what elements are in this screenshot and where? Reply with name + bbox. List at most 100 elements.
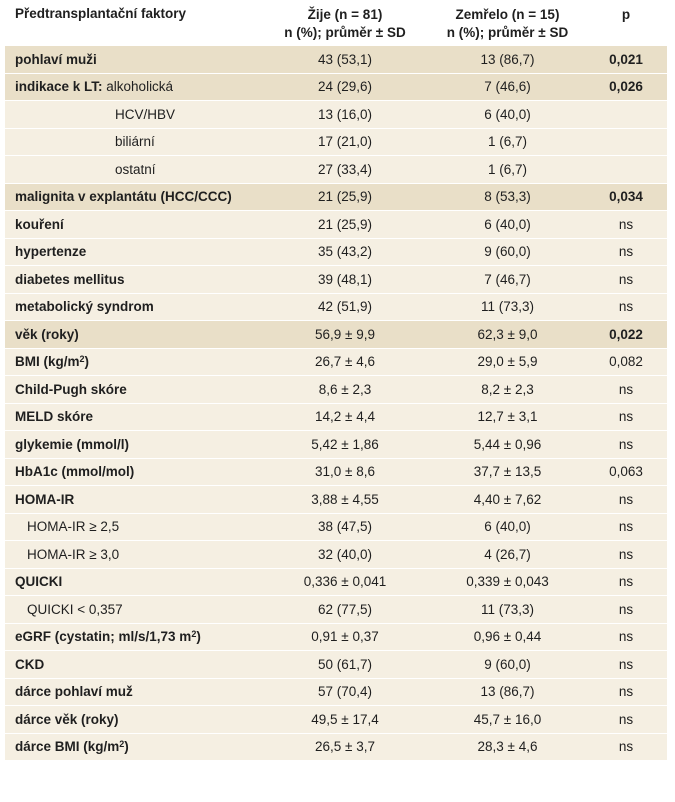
table-row: Child-Pugh skóre 8,6 ± 2,3 8,2 ± 2,3 ns	[5, 375, 667, 403]
p-value: ns	[618, 216, 634, 232]
row-label: QUICKI < 0,357	[27, 601, 123, 617]
p-value: 0,026	[609, 79, 643, 95]
row-label: BMI (kg/m2)	[5, 354, 260, 369]
header-alive-line2: n (%); průměr ± SD	[284, 25, 406, 40]
row-label-text: dárce BMI (kg/m	[15, 739, 120, 755]
data-table: Předtransplantační faktory Žije (n = 81)…	[5, 2, 667, 760]
p-value: ns	[618, 271, 634, 287]
dead-value: 6 (40,0)	[484, 216, 531, 232]
p-value: ns	[618, 711, 634, 727]
alive-value: 17 (21,0)	[317, 134, 373, 150]
alive-value: 39 (48,1)	[317, 271, 373, 287]
dead-value: 29,0 ± 5,9	[477, 354, 538, 370]
header-dead-line2: n (%); průměr ± SD	[446, 25, 569, 40]
header-factor: Předtransplantační faktory	[15, 6, 187, 21]
dead-value: 4,40 ± 7,62	[473, 491, 542, 507]
dead-value: 62,3 ± 9,0	[477, 326, 538, 342]
table-row: glykemie (mmol/l) 5,42 ± 1,86 5,44 ± 0,96 n…	[5, 430, 667, 458]
alive-value: 0,91 ± 0,37	[311, 629, 379, 645]
alive-value: 43 (53,1)	[317, 51, 373, 67]
dead-value: 4 (26,7)	[484, 546, 531, 562]
table-row: HOMA-IR ≥ 3,0 32 (40,0) 4 (26,7) ns	[5, 540, 667, 568]
row-label-bold: indikace k LT:	[15, 79, 103, 95]
alive-value: 49,5 ± 17,4	[311, 711, 379, 727]
dead-value: 8 (53,3)	[484, 189, 531, 205]
dead-value: 28,3 ± 4,6	[477, 739, 538, 755]
p-value: ns	[618, 629, 634, 645]
p-value: ns	[618, 436, 634, 452]
table-row: dárce BMI (kg/m2) 26,5 ± 3,7 28,3 ± 4,6 ns	[5, 732, 667, 760]
alive-value: 57 (70,4)	[317, 684, 373, 700]
alive-value: 35 (43,2)	[317, 244, 373, 260]
table-row: diabetes mellitus 39 (48,1) 7 (46,7) ns	[5, 265, 667, 293]
alive-value: 56,9 ± 9,9	[315, 326, 375, 342]
alive-value: 31,0 ± 8,6	[315, 464, 375, 480]
table-row: biliární 17 (21,0) 1 (6,7)	[5, 127, 667, 155]
dead-value: 0,96 ± 0,44	[473, 629, 542, 645]
dead-value: 13 (86,7)	[480, 684, 535, 700]
p-value: ns	[618, 574, 634, 590]
p-value: ns	[618, 739, 634, 755]
dead-value: 37,7 ± 13,5	[473, 464, 542, 480]
table-row: HbA1c (mmol/mol) 31,0 ± 8,6 37,7 ± 13,5 0,0…	[5, 457, 667, 485]
table-row: QUICKI 0,336 ± 0,041 0,339 ± 0,043 ns	[5, 567, 667, 595]
row-label: dárce věk (roky)	[15, 711, 119, 727]
row-label: MELD skóre	[15, 409, 94, 425]
alive-value: 24 (29,6)	[317, 79, 373, 95]
row-label: HOMA-IR	[15, 491, 75, 507]
dead-value: 8,2 ± 2,3	[481, 381, 534, 397]
p-value: ns	[618, 409, 634, 425]
table-row: MELD skóre 14,2 ± 4,4 12,7 ± 3,1 ns	[5, 402, 667, 430]
row-label: dárce BMI (kg/m2)	[5, 739, 260, 754]
row-label: diabetes mellitus	[15, 271, 125, 287]
row-label: HOMA-IR ≥ 2,5	[27, 519, 120, 535]
p-value: 0,063	[609, 464, 643, 480]
dead-value: 7 (46,6)	[484, 79, 531, 95]
table-header: Předtransplantační faktory Žije (n = 81)…	[5, 2, 667, 45]
row-label: věk (roky)	[15, 326, 79, 342]
dead-value: 12,7 ± 3,1	[477, 409, 538, 425]
dead-value: 1 (6,7)	[487, 134, 528, 150]
row-label: HCV/HBV	[115, 106, 176, 122]
dead-value: 9 (60,0)	[484, 244, 531, 260]
alive-value: 62 (77,5)	[317, 601, 373, 617]
row-label: indikace k LT: alkoholická	[5, 79, 260, 94]
alive-value: 13 (16,0)	[317, 106, 373, 122]
row-label: dárce pohlaví muž	[15, 684, 133, 700]
table-row: metabolický syndrom 42 (51,9) 11 (73,3) ns	[5, 292, 667, 320]
table-row: eGRF (cystatin; ml/s/1,73 m2) 0,91 ± 0,37…	[5, 622, 667, 650]
table-row: BMI (kg/m2) 26,7 ± 4,6 29,0 ± 5,9 0,082	[5, 347, 667, 375]
table-row: věk (roky) 56,9 ± 9,9 62,3 ± 9,0 0,022	[5, 320, 667, 348]
row-label: Child-Pugh skóre	[15, 381, 127, 397]
p-value: 0,021	[609, 51, 643, 67]
header-p: p	[621, 7, 631, 22]
header-alive: Žije (n = 81) n (%); průměr ± SD	[260, 2, 430, 45]
row-label: ostatní	[115, 161, 156, 177]
table-row: HCV/HBV 13 (16,0) 6 (40,0)	[5, 100, 667, 128]
row-label: HbA1c (mmol/mol)	[15, 464, 135, 480]
alive-value: 21 (25,9)	[317, 216, 373, 232]
dead-value: 5,44 ± 0,96	[473, 436, 542, 452]
row-label: CKD	[15, 656, 45, 672]
table-row: kouření 21 (25,9) 6 (40,0) ns	[5, 210, 667, 238]
p-value: ns	[618, 491, 634, 507]
row-label: pohlaví muži	[15, 51, 97, 67]
row-label: metabolický syndrom	[15, 299, 154, 315]
alive-value: 27 (33,4)	[317, 161, 373, 177]
alive-value: 14,2 ± 4,4	[315, 409, 375, 425]
dead-value: 1 (6,7)	[487, 161, 528, 177]
row-label: QUICKI	[15, 574, 63, 590]
row-label: eGRF (cystatin; ml/s/1,73 m2)	[5, 629, 260, 644]
alive-value: 26,7 ± 4,6	[315, 354, 375, 370]
p-value: ns	[618, 684, 634, 700]
row-label-superscript: 2	[79, 354, 85, 365]
alive-value: 21 (25,9)	[317, 189, 373, 205]
dead-value: 13 (86,7)	[480, 51, 535, 67]
table-row: indikace k LT: alkoholická 24 (29,6) 7 (46…	[5, 72, 667, 100]
dead-value: 45,7 ± 16,0	[473, 711, 542, 727]
dead-value: 11 (73,3)	[480, 299, 535, 315]
dead-value: 6 (40,0)	[484, 106, 531, 122]
alive-value: 5,42 ± 1,86	[311, 436, 379, 452]
row-label: malignita v explantátu (HCC/CCC)	[15, 189, 232, 205]
row-label-text: eGRF (cystatin; ml/s/1,73 m	[15, 629, 192, 645]
